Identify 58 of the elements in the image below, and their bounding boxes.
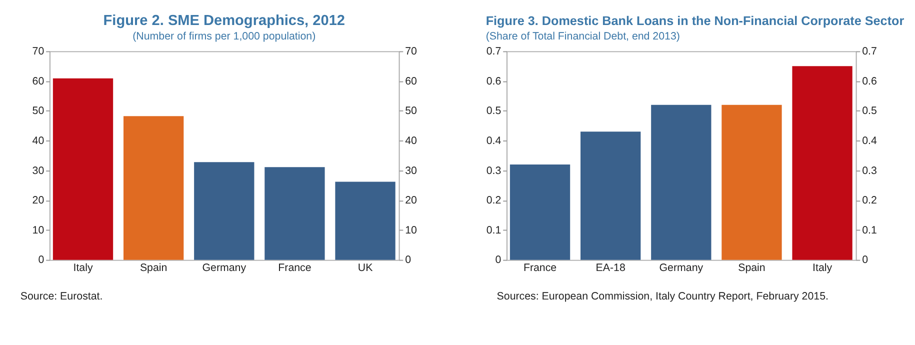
x-tick-label: Germany: [202, 262, 247, 274]
y2-tick-label: 60: [405, 75, 418, 88]
bar: [722, 104, 782, 260]
y-tick-label: 0.6: [486, 75, 502, 88]
y2-tick-label: 0.1: [862, 224, 878, 236]
x-tick-label: France: [523, 262, 557, 274]
y2-tick-label: 0.2: [862, 194, 878, 207]
y2-tick-label: 0.4: [862, 135, 878, 148]
x-tick-label: Italy: [812, 262, 833, 274]
y2-tick-label: 70: [405, 46, 418, 58]
x-tick-label: Spain: [738, 262, 766, 274]
x-tick-label: Spain: [140, 262, 168, 274]
y2-tick-label: 30: [405, 164, 418, 177]
y-tick-label: 30: [32, 164, 44, 177]
y2-tick-label: 0.3: [862, 164, 878, 177]
y-tick-label: 0.1: [486, 224, 502, 236]
bar: [264, 167, 325, 260]
y2-tick-label: 40: [405, 135, 418, 148]
bar: [123, 116, 184, 260]
y-tick-label: 0.4: [486, 135, 502, 148]
chart-subtitle: (Share of Total Financial Debt, end 2013): [486, 30, 680, 43]
y2-tick-label: 0.6: [862, 75, 878, 88]
bar: [510, 164, 570, 260]
source-note: Sources: European Commission, Italy Country Report, February 2015.: [496, 290, 828, 303]
chart-title: Figure 3. Domestic Bank Loans in the Non-Financial Corporate Sector: [486, 14, 904, 28]
x-tick-label: Germany: [659, 262, 704, 274]
y2-tick-label: 10: [405, 224, 418, 236]
bar: [335, 182, 396, 260]
y2-tick-label: 0: [405, 254, 412, 266]
chart-title: Figure 2. SME Demographics, 2012: [103, 13, 346, 30]
y-tick-label: 70: [32, 46, 44, 58]
y-tick-label: 20: [32, 194, 44, 207]
y-tick-label: 0.2: [486, 194, 502, 207]
bar: [194, 162, 254, 260]
y-tick-label: 40: [32, 135, 44, 148]
x-tick-label: UK: [358, 262, 373, 274]
source-note: Source: Eurostat.: [20, 290, 103, 303]
chart-subtitle: (Number of firms per 1,000 population): [132, 30, 316, 43]
y-tick-label: 10: [32, 224, 44, 236]
y-tick-label: 0: [38, 254, 44, 266]
y-tick-label: 0.7: [486, 46, 502, 58]
y-tick-label: 0.3: [486, 164, 502, 177]
y2-tick-label: 0: [862, 254, 868, 266]
y-tick-label: 0: [495, 254, 502, 266]
y2-tick-label: 0.7: [862, 46, 878, 58]
bar: [52, 78, 114, 260]
y2-tick-label: 50: [405, 105, 418, 118]
y-tick-label: 50: [32, 105, 44, 118]
x-tick-label: France: [278, 262, 312, 274]
y-tick-label: 0.5: [486, 105, 502, 118]
bar: [792, 66, 852, 260]
x-tick-label: EA-18: [596, 262, 626, 274]
y-tick-label: 60: [32, 75, 44, 88]
y2-tick-label: 20: [405, 194, 418, 207]
y2-tick-label: 0.5: [862, 105, 878, 118]
bar: [580, 132, 641, 260]
x-tick-label: Italy: [73, 262, 94, 274]
bar: [651, 104, 712, 260]
